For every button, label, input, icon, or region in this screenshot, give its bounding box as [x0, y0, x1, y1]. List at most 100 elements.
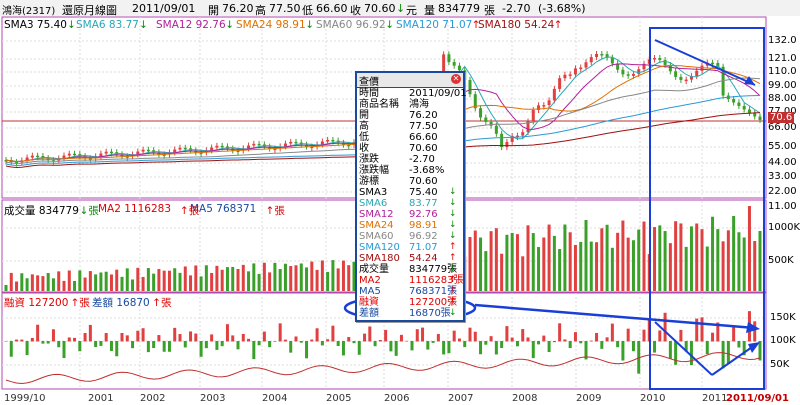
margin-balance-line	[5, 352, 761, 385]
close-icon[interactable]: ✕	[451, 74, 461, 84]
margin-bar	[146, 341, 150, 353]
popup-row-value: 834779張	[409, 264, 458, 275]
margin-bar	[67, 337, 71, 342]
ma-legend-sma6: SMA6 83.77	[76, 19, 139, 31]
annotation-arrow	[654, 39, 756, 86]
popup-row-value: 76.20	[409, 110, 438, 121]
margin-bar	[605, 337, 609, 342]
popup-row-value: 54.24	[409, 253, 438, 264]
margin-bar	[537, 341, 541, 345]
price-tick-label: 70.6	[768, 112, 795, 123]
margin-tick-label: 150K	[770, 312, 796, 323]
margin-bar	[99, 341, 103, 346]
volume-bar	[726, 230, 730, 291]
ma-legend-sma24: SMA24 98.91	[236, 19, 306, 31]
candle	[610, 57, 614, 64]
annotation-line	[711, 344, 756, 376]
volume-bar	[473, 230, 477, 291]
volume-bar	[341, 260, 345, 291]
popup-row-key: 時間	[359, 88, 379, 99]
arrow-down-icon: ↓	[449, 198, 457, 208]
margin-bar	[695, 318, 699, 342]
popup-row-value: -3.68%	[409, 165, 445, 176]
margin-bar	[194, 333, 198, 342]
popup-titlebar[interactable]: 查價 ✕	[357, 73, 463, 88]
popup-row-value: 92.76	[409, 209, 438, 220]
popup-row: MA2 1116283張 ↑	[359, 275, 464, 286]
margin-bar	[167, 341, 171, 352]
time-tick-label: 2003	[200, 393, 226, 404]
arrow-up-icon: ↑	[553, 19, 563, 31]
volume-bar	[273, 262, 277, 291]
volume-bar	[94, 274, 98, 291]
popup-row: 高 77.50	[359, 121, 459, 132]
margin-bar	[700, 317, 704, 342]
price-tick-label: 66.00	[768, 122, 797, 133]
volume-bar	[173, 268, 177, 291]
volume-bar	[231, 267, 235, 291]
arrow-down-icon: ↓	[396, 2, 406, 15]
popup-row: 收 70.60	[359, 143, 459, 154]
volume-bar	[57, 271, 61, 291]
popup-row-value: 70.60	[409, 143, 438, 154]
margin-bar	[684, 341, 688, 352]
candle	[257, 143, 261, 146]
margin-bar	[305, 341, 309, 359]
margin-bar	[57, 341, 61, 348]
margin-bar	[215, 341, 219, 350]
margin-bar	[563, 339, 567, 342]
margin-bar	[125, 335, 129, 342]
candle	[252, 143, 256, 146]
margin-bar	[30, 337, 34, 342]
margin-bar	[15, 339, 19, 342]
margin-bar	[442, 341, 446, 355]
margin-bar	[262, 331, 266, 342]
volume-bar	[15, 281, 19, 291]
margin-bar	[289, 341, 293, 353]
volume-bar	[515, 234, 519, 291]
candle	[600, 53, 604, 56]
margin-bar	[78, 341, 82, 352]
volume-bar	[679, 223, 683, 291]
candle	[679, 76, 683, 80]
open-value: 76.20	[222, 2, 254, 15]
volume-bar	[162, 270, 166, 291]
popup-row: SMA180 54.24 ↑	[359, 253, 459, 264]
popup-row-value: 16870張	[409, 308, 451, 319]
candle	[36, 155, 40, 158]
margin-bar	[183, 341, 187, 348]
candle	[521, 132, 525, 136]
candle	[653, 58, 657, 60]
popup-row-key: 漲跌幅	[359, 165, 389, 176]
price-tick-label: 121.0	[768, 53, 797, 64]
arrow-down-icon: ↓	[305, 19, 315, 31]
margin-bar	[521, 329, 525, 342]
popup-row: 時間 2011/09/01	[359, 88, 467, 99]
volume-bar	[336, 268, 340, 291]
popup-row-value: 96.92	[409, 231, 438, 242]
ma-legend-sma12: SMA12 92.76	[156, 19, 226, 31]
candle	[215, 145, 219, 148]
stock-name: 鴻海(2317)	[2, 6, 56, 17]
volume-legend-arrow: ↑張	[265, 205, 285, 217]
popup-row: 游標 70.60	[359, 176, 459, 187]
volume-bar	[479, 237, 483, 291]
margin-bar	[726, 341, 730, 364]
candle	[25, 157, 29, 161]
annotation-arrowhead	[748, 342, 760, 353]
volume-bar	[753, 241, 757, 291]
open-label: 開	[208, 4, 219, 17]
candle	[30, 155, 34, 158]
annotation-arrow	[474, 303, 756, 330]
volume-bar	[568, 232, 572, 291]
candle	[183, 147, 187, 150]
volume-bar	[152, 273, 156, 291]
popup-row-value: 2011/09/01	[409, 88, 467, 99]
volume-bar	[631, 240, 635, 291]
margin-bar	[41, 341, 45, 344]
volume-bar	[315, 269, 319, 291]
margin-bar	[178, 334, 182, 342]
volume-bar	[663, 231, 667, 291]
volume-bar	[204, 265, 208, 291]
quote-popup[interactable]: 查價 ✕ 時間 2011/09/01 商品名稱 鴻海開 76.20 高 77.50 低 66.6…	[355, 71, 467, 322]
